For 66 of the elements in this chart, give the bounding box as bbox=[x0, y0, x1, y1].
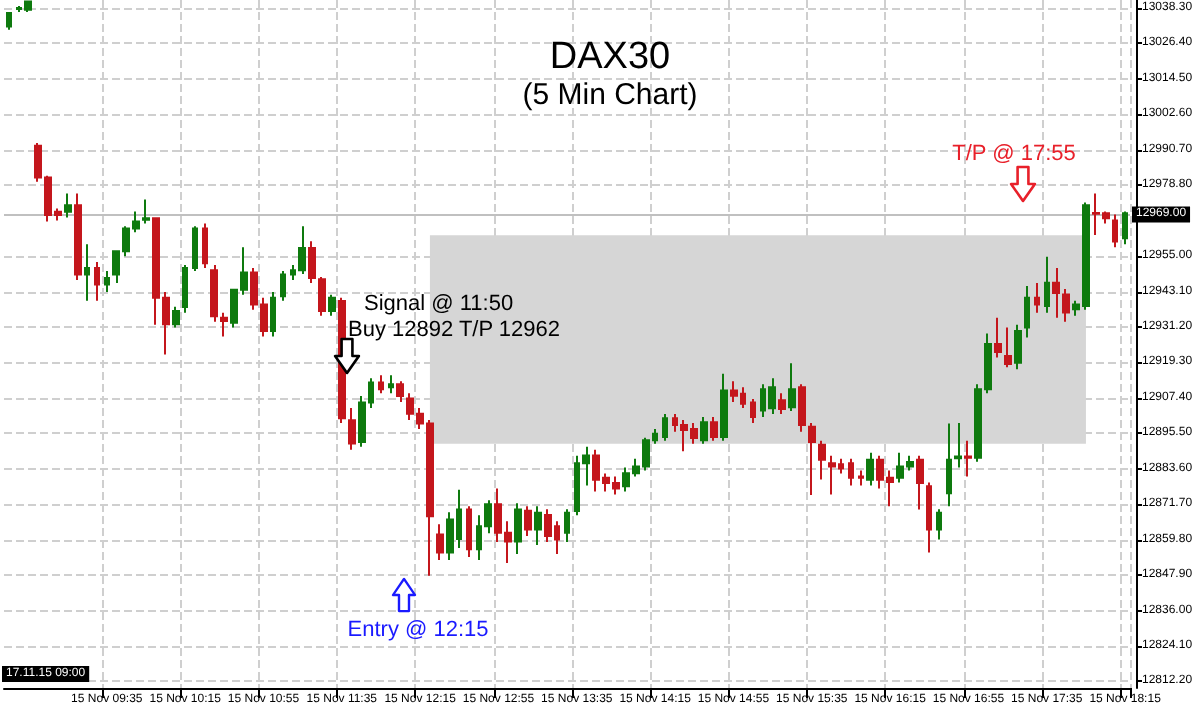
candlestick bbox=[396, 380, 404, 404]
candlestick bbox=[142, 198, 150, 225]
candlestick bbox=[750, 398, 756, 424]
candlestick bbox=[348, 407, 356, 451]
candlestick bbox=[700, 415, 708, 445]
candlestick bbox=[848, 457, 854, 487]
candlestick bbox=[710, 415, 718, 442]
candlestick bbox=[828, 454, 836, 496]
candlestick bbox=[1044, 255, 1050, 314]
candlestick bbox=[730, 380, 738, 404]
candlestick bbox=[808, 421, 816, 496]
candlestick bbox=[954, 421, 962, 469]
candlestick bbox=[866, 451, 874, 487]
candlestick bbox=[514, 502, 522, 555]
annotation: Buy 12892 T/P 12962 bbox=[348, 318, 561, 342]
candlestick bbox=[1062, 287, 1070, 323]
candlestick bbox=[270, 290, 276, 338]
candlestick bbox=[298, 225, 306, 276]
candlestick bbox=[280, 270, 286, 302]
candlestick bbox=[94, 261, 100, 302]
candlestick bbox=[798, 383, 806, 433]
candlestick bbox=[1112, 213, 1118, 249]
candlestick bbox=[788, 362, 796, 413]
candlestick bbox=[936, 508, 942, 541]
candlestick bbox=[64, 192, 72, 219]
candlestick bbox=[1004, 326, 1012, 369]
candlestick bbox=[220, 311, 228, 338]
candlestick bbox=[6, 10, 12, 31]
candlestick bbox=[778, 392, 786, 415]
candlestick bbox=[534, 505, 542, 547]
candlestick bbox=[1024, 284, 1030, 339]
candlestick bbox=[436, 523, 444, 561]
candlestick bbox=[192, 225, 198, 273]
annotation: T/P @ 17:55 bbox=[952, 142, 1076, 166]
candlestick bbox=[172, 305, 180, 329]
candlestick bbox=[524, 505, 532, 538]
candlestick bbox=[1014, 323, 1022, 371]
candlestick bbox=[378, 374, 384, 395]
annotation: Signal @ 11:50 bbox=[364, 292, 514, 316]
candlestick bbox=[946, 422, 952, 508]
candlestick bbox=[466, 505, 472, 558]
candlestick bbox=[994, 316, 1002, 359]
candlestick bbox=[662, 412, 668, 442]
candlestick bbox=[24, 0, 32, 13]
text: (5 Min Chart) bbox=[522, 78, 698, 112]
candlestick bbox=[182, 264, 188, 314]
candlestick bbox=[926, 481, 932, 554]
candlestick bbox=[1122, 210, 1128, 246]
annotation: Entry @ 12:15 bbox=[347, 618, 489, 642]
candlestick bbox=[202, 222, 208, 270]
text: DAX30 bbox=[549, 36, 671, 78]
candlestick bbox=[388, 374, 394, 395]
candlestick bbox=[74, 192, 82, 281]
candlestick bbox=[858, 469, 864, 487]
candlestick bbox=[768, 377, 776, 415]
candlestick bbox=[564, 508, 570, 544]
candlestick bbox=[104, 270, 110, 293]
candlestick bbox=[720, 372, 728, 442]
candlestick bbox=[1052, 267, 1060, 319]
candlestick bbox=[916, 454, 924, 511]
candlestick bbox=[210, 264, 218, 323]
candlestick bbox=[84, 243, 90, 302]
candlestick bbox=[328, 293, 336, 317]
candlestick bbox=[1034, 281, 1040, 314]
candlestick bbox=[818, 439, 826, 481]
candlestick bbox=[964, 439, 972, 478]
